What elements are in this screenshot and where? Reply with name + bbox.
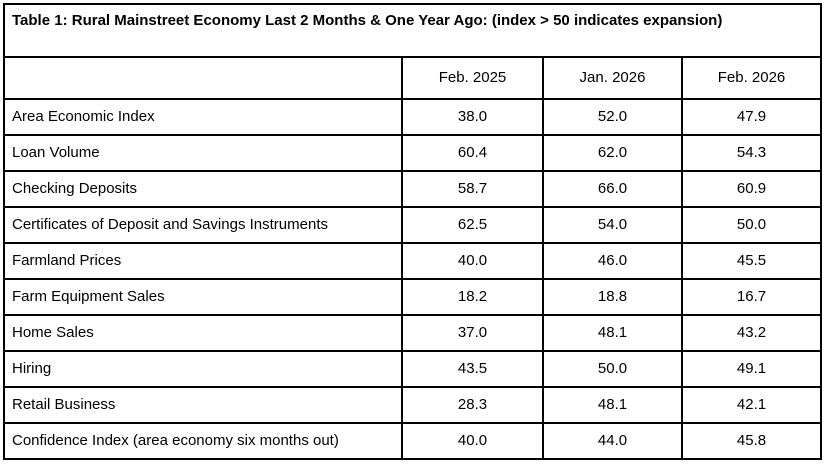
column-header-feb-2026: Feb. 2026 (680, 56, 823, 100)
row-label: Certificates of Deposit and Savings Inst… (3, 206, 403, 244)
table-row: Checking Deposits 58.7 66.0 60.9 (3, 170, 823, 208)
cell-value: 46.0 (542, 242, 683, 280)
cell-value: 38.0 (401, 98, 544, 136)
cell-value: 60.4 (401, 134, 544, 172)
cell-value: 48.1 (542, 314, 683, 352)
row-label: Checking Deposits (3, 170, 403, 208)
cell-value: 52.0 (542, 98, 683, 136)
cell-value: 18.8 (542, 278, 683, 316)
cell-value: 40.0 (401, 242, 544, 280)
table-row: Loan Volume 60.4 62.0 54.3 (3, 134, 823, 172)
cell-value: 42.1 (680, 386, 823, 424)
header-empty-cell (3, 56, 403, 100)
row-label: Loan Volume (3, 134, 403, 172)
cell-value: 37.0 (401, 314, 544, 352)
cell-value: 58.7 (401, 170, 544, 208)
cell-value: 50.0 (680, 206, 823, 244)
cell-value: 45.5 (680, 242, 823, 280)
cell-value: 28.3 (401, 386, 544, 424)
cell-value: 54.3 (680, 134, 823, 172)
cell-value: 16.7 (680, 278, 823, 316)
row-label: Retail Business (3, 386, 403, 424)
row-label: Area Economic Index (3, 98, 403, 136)
cell-value: 44.0 (542, 422, 683, 460)
table-row: Hiring 43.5 50.0 49.1 (3, 350, 823, 388)
row-label: Farmland Prices (3, 242, 403, 280)
cell-value: 62.0 (542, 134, 683, 172)
table-row: Farm Equipment Sales 18.2 18.8 16.7 (3, 278, 823, 316)
economy-table: Table 1: Rural Mainstreet Economy Last 2… (2, 3, 823, 460)
cell-value: 48.1 (542, 386, 683, 424)
cell-value: 49.1 (680, 350, 823, 388)
title-row: Table 1: Rural Mainstreet Economy Last 2… (2, 3, 823, 58)
cell-value: 43.5 (401, 350, 544, 388)
column-header-feb-2025: Feb. 2025 (401, 56, 544, 100)
cell-value: 50.0 (542, 350, 683, 388)
table-row: Farmland Prices 40.0 46.0 45.5 (3, 242, 823, 280)
cell-value: 66.0 (542, 170, 683, 208)
cell-value: 43.2 (680, 314, 823, 352)
table-row: Retail Business 28.3 48.1 42.1 (3, 386, 823, 424)
cell-value: 54.0 (542, 206, 683, 244)
row-label: Confidence Index (area economy six month… (3, 422, 403, 460)
table-row: Certificates of Deposit and Savings Inst… (3, 206, 823, 244)
cell-value: 62.5 (401, 206, 544, 244)
table-row: Area Economic Index 38.0 52.0 47.9 (3, 98, 823, 136)
header-row: Feb. 2025 Jan. 2026 Feb. 2026 (3, 56, 823, 100)
row-label: Farm Equipment Sales (3, 278, 403, 316)
row-label: Hiring (3, 350, 403, 388)
cell-value: 45.8 (680, 422, 823, 460)
row-label: Home Sales (3, 314, 403, 352)
cell-value: 40.0 (401, 422, 544, 460)
cell-value: 47.9 (680, 98, 823, 136)
table-row: Confidence Index (area economy six month… (3, 422, 823, 460)
table-row: Home Sales 37.0 48.1 43.2 (3, 314, 823, 352)
cell-value: 60.9 (680, 170, 823, 208)
column-header-jan-2026: Jan. 2026 (542, 56, 683, 100)
cell-value: 18.2 (401, 278, 544, 316)
table-title: Table 1: Rural Mainstreet Economy Last 2… (2, 3, 823, 58)
